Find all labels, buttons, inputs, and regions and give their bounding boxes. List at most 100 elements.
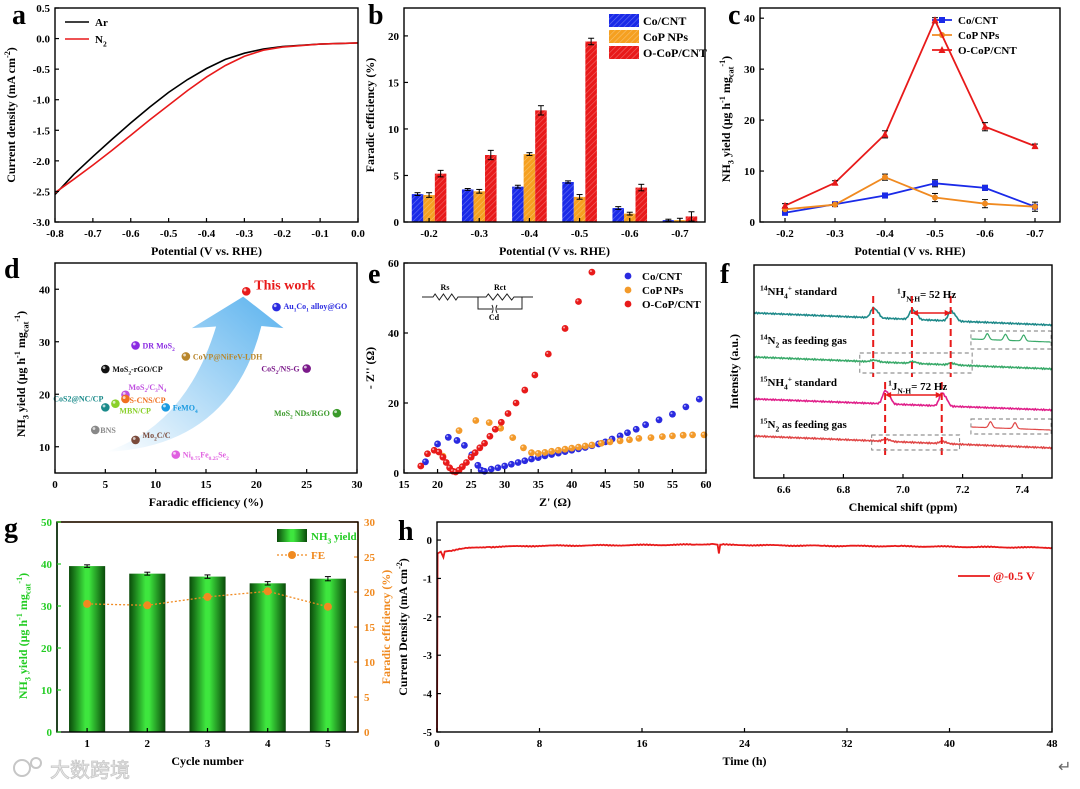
- x-tick-label: -0.4: [198, 228, 216, 240]
- bar: [461, 189, 474, 222]
- legend-label: NH3 yield: [311, 531, 357, 545]
- x-axis-title: Z' (Ω): [539, 495, 571, 509]
- bar: [523, 154, 536, 222]
- x-tick-label: 40: [566, 479, 578, 491]
- x-tick-label: 3: [205, 738, 211, 750]
- data-point: [171, 450, 181, 459]
- x-tick-label: -0.2: [420, 228, 438, 240]
- x-tick-label: -0.2: [274, 228, 292, 240]
- data-point-highlight: [92, 427, 96, 430]
- x-axis-title: Potential (V vs. RHE): [854, 244, 965, 258]
- point-label: DR MoS2: [143, 341, 176, 352]
- spectrum-trace: [753, 434, 1053, 450]
- y-axis-title: Current Density (mA cm-2): [395, 558, 410, 696]
- data-point: [554, 446, 562, 454]
- label-segment: 3: [155, 388, 158, 394]
- data-point: [669, 432, 676, 440]
- bar: [573, 196, 586, 222]
- data-point-highlight: [625, 430, 628, 433]
- label-segment: mg: [719, 77, 733, 96]
- coupling-annotation: 1JN-H= 52 Hz: [897, 287, 956, 304]
- y-axis-title: NH3 yield (μg h-1 mgcat-1): [13, 311, 30, 437]
- panel-letter: c: [728, 0, 740, 31]
- bar: [585, 41, 597, 222]
- data-point-highlight: [444, 460, 447, 463]
- data-point-highlight: [569, 446, 572, 449]
- fe-point: [263, 587, 272, 596]
- data-point-highlight: [436, 450, 439, 452]
- y2-axis-title: Faradic efficiency (%): [379, 570, 393, 685]
- panel-c: Co/CNT CoP NPs O-CoP/CNT -0.2 -0.3 -0.4 -0.5 -0…: [718, 0, 1061, 258]
- legend-label: CoP NPs: [642, 285, 684, 297]
- y-tick-label: 40: [388, 328, 400, 340]
- plot-frame: [436, 521, 1053, 733]
- data-point-highlight: [482, 441, 485, 444]
- y-tick-label: 20: [388, 398, 400, 410]
- label-segment: S-CNS/CP: [129, 396, 165, 405]
- data-point: [647, 434, 655, 442]
- data-point-highlight: [122, 396, 126, 399]
- bar: [473, 191, 486, 222]
- bar: [189, 576, 226, 732]
- bar: [485, 155, 497, 222]
- label-segment: mg: [14, 332, 28, 351]
- y-tick-label: 0: [47, 727, 53, 739]
- data-point: [494, 464, 502, 472]
- data-point: [90, 425, 100, 435]
- label-segment: N: [768, 335, 776, 347]
- y-tick-label: 50: [41, 517, 53, 529]
- data-point-highlight: [660, 434, 663, 437]
- y-tick-label: -3.0: [33, 217, 51, 229]
- label-segment: -1: [718, 96, 727, 103]
- data-point-highlight: [493, 427, 496, 430]
- data-point-highlight: [455, 438, 458, 441]
- data-point-highlight: [697, 397, 700, 400]
- data-point-highlight: [514, 401, 517, 403]
- data-point-highlight: [608, 439, 611, 442]
- label-segment: 2: [172, 347, 175, 353]
- label-segment: 0.75: [191, 456, 201, 462]
- bar: [562, 181, 574, 222]
- label-segment: cat: [727, 66, 736, 77]
- data-point-highlight: [576, 445, 579, 448]
- series-line: [54, 42, 359, 196]
- y-axis-title: NH3 yield (μg h-1 mgcat-1): [15, 573, 32, 699]
- label-segment: J: [892, 381, 898, 393]
- data-point-highlight: [634, 427, 637, 430]
- data-point: [471, 449, 479, 457]
- legend-marker: [288, 551, 296, 559]
- label-segment: DR MoS: [143, 341, 173, 350]
- watermark: 大数跨境: [13, 757, 130, 782]
- y2-tick-label: 25: [364, 552, 376, 564]
- data-point-highlight: [423, 459, 426, 462]
- x-tick-label: 15: [201, 479, 213, 491]
- data-point-highlight: [670, 433, 673, 436]
- label-segment: Cycle number: [171, 754, 244, 768]
- x-tick-label: 20: [432, 479, 444, 491]
- data-point-highlight: [516, 460, 519, 463]
- square-marker: [882, 192, 888, 199]
- label-segment: 2: [775, 340, 779, 349]
- label-segment: Co/CNT: [958, 15, 998, 27]
- triangle-marker: [831, 178, 839, 186]
- series-line: [784, 18, 1036, 207]
- data-point: [131, 435, 140, 445]
- label-segment: O-CoP/CNT: [642, 299, 701, 311]
- data-point-highlight: [627, 437, 630, 440]
- label-segment: alloy@GO: [309, 302, 347, 311]
- label-segment: 2: [276, 370, 279, 376]
- x-tick-label: -0.8: [46, 228, 64, 240]
- point-label: This work: [254, 278, 315, 293]
- point-label: S-CNS/CP: [129, 396, 165, 405]
- data-point-highlight: [473, 450, 476, 453]
- legend-label: N2: [95, 34, 107, 48]
- label-segment: 2: [290, 415, 293, 421]
- data-point-highlight: [457, 428, 460, 431]
- label-segment: 2: [128, 370, 131, 376]
- data-point: [534, 450, 542, 457]
- y-tick-label: 0: [394, 217, 400, 229]
- data-point-highlight: [102, 404, 106, 408]
- label-segment: = 72 Hz: [911, 381, 947, 393]
- x-tick-label: 1: [84, 738, 90, 750]
